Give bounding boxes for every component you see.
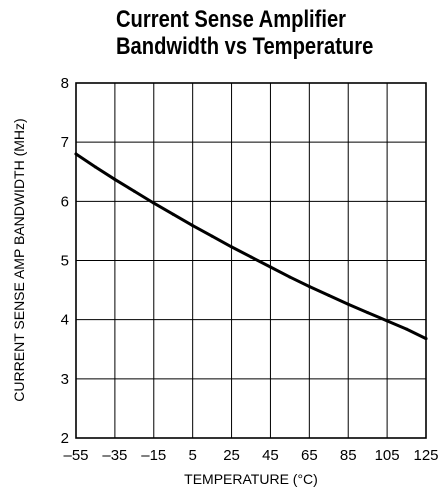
data-point <box>307 285 311 289</box>
y-tick-label: 4 <box>61 312 69 329</box>
x-tick-label: 125 <box>413 447 438 464</box>
data-points <box>74 152 428 341</box>
data-point <box>113 177 117 181</box>
grid-lines <box>76 83 426 438</box>
data-point <box>210 234 214 238</box>
x-axis-label: TEMPERATURE (°C) <box>184 471 318 487</box>
data-point <box>230 245 234 249</box>
x-tick-label: –55 <box>63 447 88 464</box>
chart-title: Current Sense Amplifier Bandwidth vs Tem… <box>116 6 373 60</box>
chart-title-line-1: Current Sense Amplifier <box>116 6 347 33</box>
data-point <box>74 152 78 156</box>
y-tick-labels: 2 3 4 5 6 7 8 <box>61 75 69 447</box>
x-tick-label: –35 <box>102 447 127 464</box>
x-tick-label: 45 <box>262 447 279 464</box>
data-point <box>366 311 370 315</box>
y-tick-label: 3 <box>61 371 69 388</box>
data-point <box>171 212 175 216</box>
y-axis-label: CURRENT SENSE AMP BANDWIDTH (MHz) <box>11 118 27 401</box>
x-tick-label: 65 <box>301 447 318 464</box>
plot-frame <box>75 82 427 439</box>
x-tick-label: 105 <box>375 447 400 464</box>
data-point <box>405 327 409 331</box>
data-point <box>288 275 292 279</box>
x-tick-label: 85 <box>340 447 357 464</box>
data-point <box>385 319 389 323</box>
x-tick-labels: –55 –35 –15 5 25 45 65 85 105 125 <box>63 447 438 464</box>
data-point <box>152 201 156 205</box>
bandwidth-curve <box>74 152 428 341</box>
chart-title-line-2: Bandwidth vs Temperature <box>116 33 374 60</box>
y-tick-label: 7 <box>61 134 69 151</box>
y-tick-label: 5 <box>61 253 69 270</box>
data-point <box>424 337 428 341</box>
data-point <box>346 302 350 306</box>
x-tick-label: 5 <box>188 447 196 464</box>
y-tick-label: 6 <box>61 193 69 210</box>
data-point <box>268 265 272 269</box>
x-tick-label: –15 <box>141 447 166 464</box>
data-point <box>327 293 331 297</box>
data-point <box>191 224 195 228</box>
x-tick-label: 25 <box>223 447 240 464</box>
y-tick-label: 8 <box>61 75 69 92</box>
y-tick-label: 2 <box>61 430 69 447</box>
data-point <box>132 189 136 193</box>
data-point <box>249 255 253 259</box>
data-point <box>93 165 97 169</box>
